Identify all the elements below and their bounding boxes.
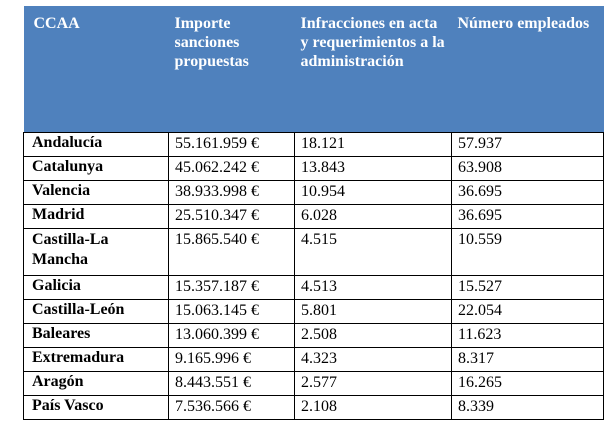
table-row: Castilla-León 15.063.145 € 5.801 22.054: [23, 298, 604, 324]
infracciones-cell: 6.028: [294, 203, 452, 229]
table-row: Andalucía 55.161.959 € 18.121 57.937: [23, 131, 604, 157]
importe-cell: 15.063.145 €: [168, 298, 295, 324]
infracciones-cell: 18.121: [294, 131, 452, 157]
infracciones-cell: 4.515: [294, 227, 452, 276]
empleados-cell: 16.265: [451, 370, 604, 396]
empleados-cell: 63.908: [451, 155, 604, 181]
empleados-cell: 22.054: [451, 298, 604, 324]
ccaa-cell: Castilla-La Mancha: [23, 227, 169, 276]
header-importe: Importe sanciones propuestas: [174, 15, 249, 70]
header-row: CCAA Importe sanciones propuestas Infrac…: [23, 6, 604, 132]
table-row: Madrid 25.510.347 € 6.028 36.695: [23, 203, 604, 229]
header-ccaa: CCAA: [33, 15, 80, 32]
empleados-cell: 57.937: [451, 131, 604, 157]
importe-cell: 9.165.996 €: [168, 346, 295, 372]
importe-cell: 45.062.242 €: [168, 155, 295, 181]
sanctions-table: CCAA Importe sanciones propuestas Infrac…: [23, 6, 604, 420]
table-body: Andalucía 55.161.959 € 18.121 57.937 Cat…: [23, 131, 604, 420]
empleados-cell: 11.623: [451, 322, 604, 348]
ccaa-cell: Catalunya: [23, 155, 169, 181]
table-row: País Vasco 7.536.566 € 2.108 8.339: [23, 394, 604, 420]
table-row: Galicia 15.357.187 € 4.513 15.527: [23, 274, 604, 300]
ccaa-cell: Valencia: [23, 179, 169, 205]
ccaa-cell: Aragón: [23, 370, 169, 396]
importe-cell: 7.536.566 €: [168, 394, 295, 420]
infracciones-cell: 4.513: [294, 274, 452, 300]
importe-cell: 15.865.540 €: [168, 227, 295, 276]
importe-cell: 13.060.399 €: [168, 322, 295, 348]
empleados-cell: 15.527: [451, 274, 604, 300]
header-empleados: Número empleados: [457, 15, 590, 32]
importe-cell: 25.510.347 €: [168, 203, 295, 229]
ccaa-cell: Madrid: [23, 203, 169, 229]
importe-cell: 55.161.959 €: [168, 131, 295, 157]
table-header: CCAA Importe sanciones propuestas Infrac…: [23, 6, 604, 132]
table-row: Castilla-La Mancha 15.865.540 € 4.515 10…: [23, 227, 604, 276]
ccaa-cell: Galicia: [23, 274, 169, 300]
table-row: Aragón 8.443.551 € 2.577 16.265: [23, 370, 604, 396]
table-row: Catalunya 45.062.242 € 13.843 63.908: [23, 155, 604, 181]
empleados-cell: 36.695: [451, 179, 604, 205]
infracciones-cell: 5.801: [294, 298, 452, 324]
importe-cell: 8.443.551 €: [168, 370, 295, 396]
ccaa-cell: Extremadura: [23, 346, 169, 372]
infracciones-cell: 2.108: [294, 394, 452, 420]
infracciones-cell: 10.954: [294, 179, 452, 205]
data-table-container: CCAA Importe sanciones propuestas Infrac…: [23, 6, 604, 420]
ccaa-cell: País Vasco: [23, 394, 169, 420]
infracciones-cell: 2.577: [294, 370, 452, 396]
ccaa-cell: Castilla-León: [23, 298, 169, 324]
table-row: Valencia 38.933.998 € 10.954 36.695: [23, 179, 604, 205]
table-row: Baleares 13.060.399 € 2.508 11.623: [23, 322, 604, 348]
infracciones-cell: 4.323: [294, 346, 452, 372]
ccaa-cell: Andalucía: [23, 131, 169, 157]
ccaa-cell: Baleares: [23, 322, 169, 348]
importe-cell: 38.933.998 €: [168, 179, 295, 205]
empleados-cell: 36.695: [451, 203, 604, 229]
empleados-cell: 8.317: [451, 346, 604, 372]
empleados-cell: 8.339: [451, 394, 604, 420]
infracciones-cell: 13.843: [294, 155, 452, 181]
empleados-cell: 10.559: [451, 227, 604, 276]
importe-cell: 15.357.187 €: [168, 274, 295, 300]
infracciones-cell: 2.508: [294, 322, 452, 348]
table-row: Extremadura 9.165.996 € 4.323 8.317: [23, 346, 604, 372]
header-infracciones: Infracciones en acta y requerimientos a …: [300, 15, 445, 70]
